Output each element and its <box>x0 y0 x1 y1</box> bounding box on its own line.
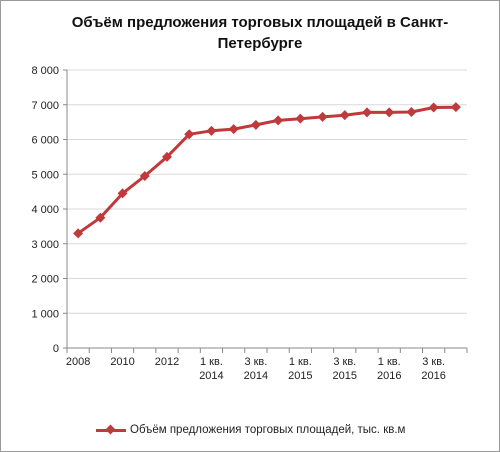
data-point <box>273 115 284 126</box>
y-tick-label: 3 000 <box>31 239 59 251</box>
data-point <box>139 170 150 181</box>
x-tick-label: 3 кв. <box>244 356 267 368</box>
data-point <box>95 212 106 223</box>
x-tick-label-line2: 2014 <box>244 370 268 382</box>
x-tick-label: 2008 <box>66 356 90 368</box>
legend-label: Объём предложения торговых площадей, тыс… <box>130 424 406 436</box>
x-tick-label: 1 кв. <box>378 356 401 368</box>
x-tick-label-line2: 2016 <box>421 370 445 382</box>
legend-swatch <box>96 424 126 435</box>
data-point <box>339 110 350 121</box>
data-point <box>450 102 461 113</box>
data-point <box>362 107 372 118</box>
data-point <box>317 111 328 122</box>
y-tick-label: 4 000 <box>31 204 59 216</box>
chart-title: Объём предложения торговых площадей в Са… <box>71 14 449 52</box>
data-point <box>295 113 306 124</box>
data-point <box>206 125 217 136</box>
y-tick-label: 5 000 <box>31 169 59 181</box>
legend: Объём предложения торговых площадей, тыс… <box>96 424 405 436</box>
x-tick-label-line2: 2016 <box>377 370 401 382</box>
y-tick-label: 2 000 <box>31 274 59 286</box>
x-tick-label: 3 кв. <box>333 356 356 368</box>
x-tick-label-line2: 2015 <box>333 370 357 382</box>
data-point <box>406 107 417 118</box>
series-line <box>77 105 456 235</box>
x-tick-label: 1 кв. <box>289 356 312 368</box>
data-point <box>162 151 172 162</box>
data-point <box>228 124 239 135</box>
x-tick-label: 2012 <box>155 356 179 368</box>
x-tick-label-line2: 2015 <box>288 370 312 382</box>
x-tick-label: 1 кв. <box>200 356 223 368</box>
x-tick-label: 3 кв. <box>422 356 445 368</box>
y-tick-label: 6 000 <box>31 135 59 147</box>
y-tick-label: 1 000 <box>31 308 59 320</box>
data-point <box>73 228 84 239</box>
y-tick-label: 8 000 <box>31 65 59 77</box>
y-tick-label: 0 <box>53 343 59 355</box>
data-point <box>428 102 439 113</box>
x-tick-label: 2010 <box>110 356 134 368</box>
data-point <box>250 119 261 130</box>
x-tick-label-line2: 2014 <box>199 370 223 382</box>
data-point <box>384 107 395 118</box>
data-point <box>184 129 195 140</box>
data-point <box>117 188 128 199</box>
y-tick-label: 7 000 <box>31 100 59 112</box>
